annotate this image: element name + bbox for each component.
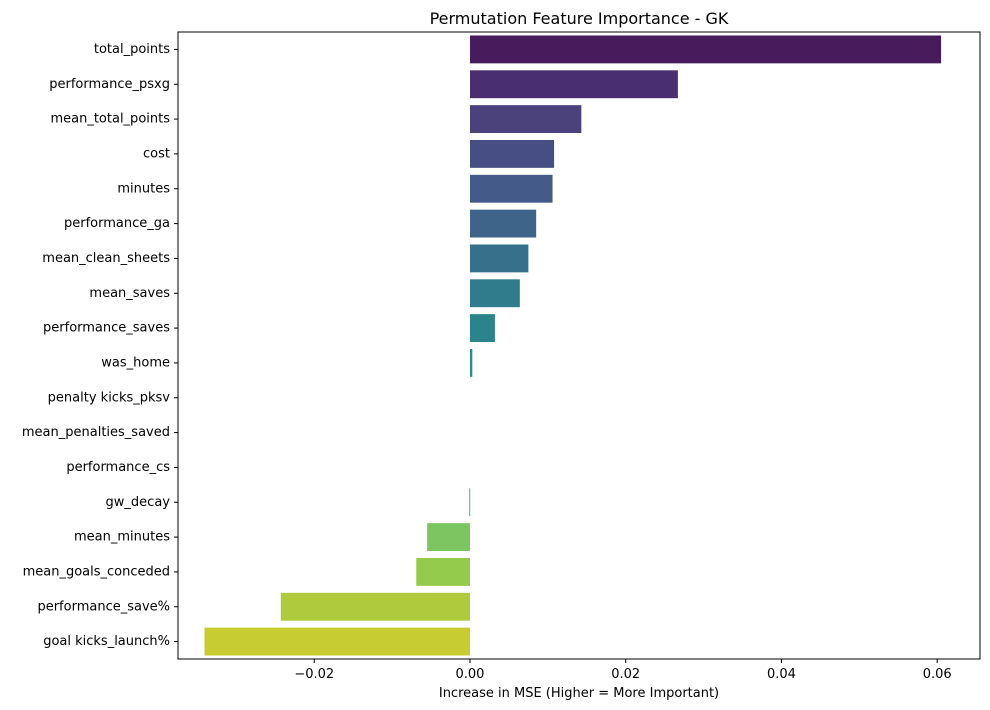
x-tick-label: −0.02 [294,667,334,682]
bar-performance-ga [469,209,537,238]
y-tick-label: minutes [117,181,170,196]
bar-goal-kicks-launch- [204,627,470,656]
bar-mean-saves [469,279,520,308]
bar-mean-clean-sheets [469,244,529,273]
y-tick-label: mean_total_points [50,112,170,127]
chart-title: Permutation Feature Importance - GK [430,9,729,28]
y-tick-label: performance_psxg [49,77,170,92]
y-tick-label: performance_ga [64,216,170,231]
y-tick-label: performance_cs [66,460,170,475]
x-tick-label: 0.06 [923,667,952,682]
bar-performance-psxg [469,70,678,99]
y-tick-label: penalty kicks_pksv [48,390,171,405]
plot-frame [177,31,981,660]
bar-performance-save- [280,592,470,621]
y-tick-label: total_points [94,42,170,57]
y-tick-label: mean_clean_sheets [42,251,170,266]
y-tick-label: performance_save% [37,599,170,614]
y-tick-label: cost [143,146,170,161]
y-tick-label: mean_minutes [74,530,170,545]
y-axis: total_points performance_psxg mean_total_p… [22,42,178,649]
bar-performance-saves [469,314,495,343]
bars-layer [204,35,942,656]
x-tick-label: 0.00 [456,667,485,682]
bar-mean-minutes [427,523,470,552]
bar-total-points [469,35,942,64]
bar-mean-goals-conceded [416,557,470,586]
y-tick-label: mean_saves [89,286,170,301]
y-tick-label: gw_decay [106,495,171,510]
y-tick-label: mean_penalties_saved [22,425,170,440]
bar-minutes [469,174,553,203]
x-tick-label: 0.04 [767,667,796,682]
bar-was-home [469,348,473,377]
bar-gw-decay [469,488,471,517]
x-axis: −0.02 0.00 0.02 0.04 0.06 [294,659,952,682]
y-tick-label: performance_saves [43,321,170,336]
x-axis-title: Increase in MSE (Higher = More Important… [439,686,719,701]
y-tick-label: was_home [101,355,170,370]
y-tick-label: goal kicks_launch% [43,634,170,649]
bar-mean-total-points [469,105,582,134]
x-tick-label: 0.02 [611,667,640,682]
y-tick-label: mean_goals_conceded [23,564,170,579]
bar-cost [469,139,555,168]
